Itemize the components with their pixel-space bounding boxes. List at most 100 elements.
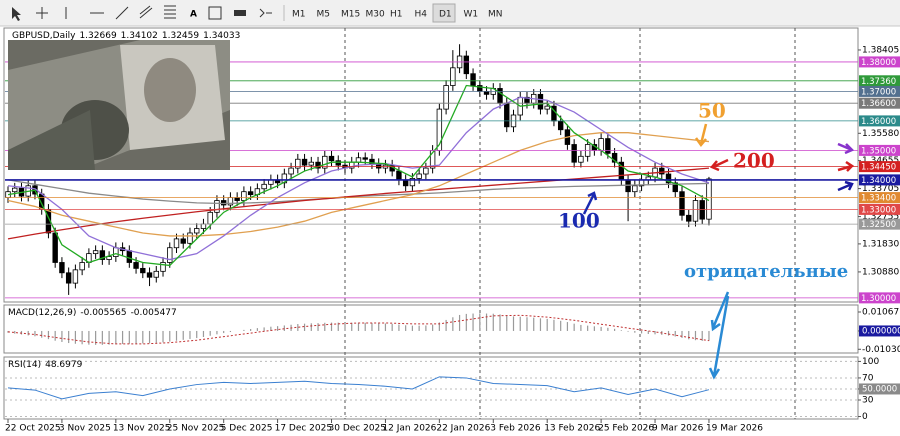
candle-body xyxy=(470,73,476,86)
timeframe-button[interactable]: H4 xyxy=(415,10,428,20)
y-tick-label: 1.33705 xyxy=(862,184,899,194)
candle-body xyxy=(544,105,550,110)
candle-body xyxy=(160,262,166,272)
candle-body xyxy=(450,67,456,86)
period-separators xyxy=(344,28,796,419)
candle-body xyxy=(65,272,72,284)
candle-body xyxy=(261,183,267,190)
level-label: 1.37000 xyxy=(861,87,896,97)
level-tag xyxy=(859,325,900,337)
arrow-right-3 xyxy=(837,180,854,192)
timeframe-button[interactable]: M1 xyxy=(292,10,306,20)
candle-body xyxy=(194,228,200,234)
arrow-50 xyxy=(694,123,708,148)
cursor-tool[interactable] xyxy=(12,7,21,21)
candle-body xyxy=(301,158,308,166)
candle-body xyxy=(483,91,490,95)
fibo-tool[interactable] xyxy=(164,5,176,19)
candle-body xyxy=(247,191,254,196)
symbol-title: GBPUSD,Daily xyxy=(12,31,76,41)
y-tick-label: 50.0000 xyxy=(862,384,897,394)
overlay: GBPUSD,Daily 1.32669 1.34102 1.32459 1.34033… xyxy=(8,31,855,380)
candle-body xyxy=(369,158,375,165)
candle-body xyxy=(214,200,220,213)
candle-body xyxy=(167,247,173,263)
timeframe-button[interactable]: M30 xyxy=(366,10,385,20)
arrows-tool[interactable] xyxy=(259,8,272,18)
candle-body xyxy=(557,120,564,131)
candle-body xyxy=(234,197,240,201)
level-tag xyxy=(859,75,900,87)
candle-body xyxy=(106,256,112,260)
candle-body xyxy=(423,167,429,175)
candle-body xyxy=(315,161,321,169)
level-label: 1.33000 xyxy=(861,205,896,215)
moving-average xyxy=(7,84,710,267)
macd-panel xyxy=(3,304,859,354)
timeframe-button[interactable]: D1 xyxy=(439,10,452,20)
level-tag xyxy=(859,161,900,173)
candle-body xyxy=(578,155,584,163)
candle-body xyxy=(200,223,207,229)
candle-body xyxy=(605,138,611,154)
candle-body xyxy=(665,173,672,184)
label-tool[interactable] xyxy=(208,6,222,20)
level-tag xyxy=(859,85,900,97)
shapes-tool[interactable] xyxy=(234,10,246,16)
annotation: 100 xyxy=(558,209,600,233)
crosshair-tool[interactable] xyxy=(36,7,48,19)
level-tag xyxy=(859,383,900,395)
macd-header: MACD(12,26,9) -0.005565 -0.005477 xyxy=(8,308,177,318)
candle-body xyxy=(133,262,139,269)
candle-body xyxy=(92,250,99,255)
level-tag xyxy=(859,56,900,68)
candle-body xyxy=(153,270,159,278)
timeframe-button[interactable]: M5 xyxy=(317,10,331,20)
timeframe-button[interactable]: W1 xyxy=(464,10,479,20)
x-tick-label: 3 Nov 2025 xyxy=(59,424,111,434)
x-tick-label: 22 Jan 2026 xyxy=(436,424,490,434)
header-close: 1.34033 xyxy=(203,31,240,41)
arrow-right-2 xyxy=(837,160,854,172)
candle-body xyxy=(99,250,106,260)
header-open: 1.32669 xyxy=(79,31,116,41)
candle-body xyxy=(113,247,119,257)
moving-average xyxy=(7,96,710,261)
banknote-photo xyxy=(8,40,230,170)
candle-body xyxy=(126,250,133,263)
signal-line xyxy=(7,314,710,345)
moving-average xyxy=(7,132,710,237)
candle-body xyxy=(207,211,213,225)
level-label: 1.34450 xyxy=(861,163,896,173)
candle-body xyxy=(52,232,58,263)
timeframe-button[interactable]: H1 xyxy=(390,10,403,20)
x-tick-label: 12 Jan 2026 xyxy=(382,424,436,434)
candle-body xyxy=(463,55,470,75)
macd-title: MACD(12,26,9) xyxy=(8,308,76,318)
channel-tool[interactable] xyxy=(139,5,153,19)
trendline-tool[interactable] xyxy=(115,6,129,20)
photo-shadow xyxy=(8,110,95,170)
header-high: 1.34102 xyxy=(121,31,158,41)
rsi-panel xyxy=(3,356,859,420)
level-label: 1.34000 xyxy=(861,176,896,186)
level-tag xyxy=(859,218,900,230)
timeframe-button[interactable]: MN xyxy=(488,10,503,20)
candle-body xyxy=(611,152,618,163)
rsi-value: 48.6979 xyxy=(45,360,82,370)
candle-body xyxy=(72,269,79,284)
candle-body xyxy=(322,155,328,169)
candle-body xyxy=(632,185,638,193)
text-tool[interactable]: A xyxy=(190,10,197,20)
candle-body xyxy=(672,182,678,193)
timeframe-button[interactable]: M15 xyxy=(341,10,360,20)
candle-body xyxy=(409,178,416,187)
candle-body xyxy=(241,191,247,201)
candle-body xyxy=(402,179,409,187)
y-tick-label: 1.35580 xyxy=(862,129,899,139)
level-label: 1.37360 xyxy=(861,77,896,87)
level-label: 1.32500 xyxy=(861,220,896,230)
y-tick-label: 1.30880 xyxy=(862,267,899,277)
level-label: 1.38000 xyxy=(861,58,896,68)
x-tick-label: 22 Oct 2025 xyxy=(5,424,61,434)
